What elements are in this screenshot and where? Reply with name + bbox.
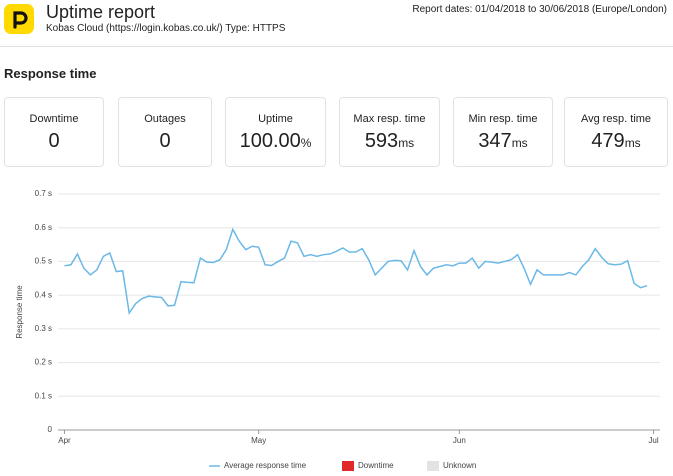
subtitle: Kobas Cloud (https://login.kobas.co.uk/)… bbox=[46, 23, 286, 34]
stat-card: Outages 0 bbox=[118, 97, 212, 167]
stat-label: Outages bbox=[144, 113, 186, 125]
y-tick-label: 0.3 s bbox=[35, 324, 52, 333]
stat-value-wrap: 100.00% bbox=[226, 130, 325, 153]
y-tick-label: 0.2 s bbox=[35, 358, 52, 367]
section-title: Response time bbox=[4, 66, 97, 81]
stat-value-wrap: 593ms bbox=[340, 130, 439, 153]
stat-label: Avg resp. time bbox=[580, 113, 652, 125]
report-dates: Report dates: 01/04/2018 to 30/06/2018 (… bbox=[412, 4, 667, 15]
x-tick-label: Jul bbox=[648, 436, 658, 445]
y-tick-label: 0.4 s bbox=[35, 290, 52, 299]
x-tick-label: May bbox=[251, 436, 266, 445]
stat-unit: ms bbox=[511, 136, 528, 150]
stat-unit: ms bbox=[398, 136, 415, 150]
y-tick-label: 0 bbox=[48, 425, 53, 434]
y-tick-label: 0.5 s bbox=[35, 257, 52, 266]
stat-value-wrap: 0 bbox=[119, 130, 211, 153]
stat-card: Min resp. time 347ms bbox=[453, 97, 553, 167]
legend-label: Downtime bbox=[358, 461, 394, 470]
stat-value: 347 bbox=[478, 130, 512, 152]
stat-value-wrap: 0 bbox=[5, 130, 103, 153]
stat-card: Avg resp. time 479ms bbox=[564, 97, 668, 167]
stat-label: Max resp. time bbox=[353, 113, 426, 125]
y-axis-label: Response time bbox=[15, 285, 24, 339]
stat-card: Max resp. time 593ms bbox=[339, 97, 440, 167]
stat-card: Downtime 0 bbox=[4, 97, 104, 167]
stat-label: Uptime bbox=[258, 113, 293, 125]
x-tick-label: Jun bbox=[453, 436, 466, 445]
stat-label: Min resp. time bbox=[468, 113, 538, 125]
legend-label: Unknown bbox=[443, 461, 476, 470]
stat-value: 0 bbox=[159, 130, 171, 152]
stat-value: 593 bbox=[364, 130, 399, 152]
logo bbox=[4, 4, 34, 34]
chart: 0 0.1 s 0.2 s 0.3 s 0.4 s 0.5 s 0.6 s 0.7 s Apr M… bbox=[15, 189, 660, 471]
stat-value: 0 bbox=[48, 130, 60, 152]
title: Uptime report bbox=[46, 2, 156, 22]
legend-swatch bbox=[342, 461, 354, 471]
x-tick-label: Apr bbox=[58, 436, 71, 445]
line-series bbox=[64, 227, 648, 315]
logo-icon bbox=[13, 11, 28, 29]
y-tick-label: 0.1 s bbox=[35, 391, 52, 400]
stat-unit: ms bbox=[624, 136, 641, 150]
stat-value-wrap: 479ms bbox=[565, 130, 667, 153]
stat-value: 479 bbox=[591, 130, 625, 152]
stat-value: 100.00 bbox=[239, 130, 301, 152]
divider bbox=[0, 46, 673, 47]
stat-label: Downtime bbox=[29, 113, 79, 125]
legend-label: Average response time bbox=[224, 461, 307, 470]
stat-value-wrap: 347ms bbox=[454, 130, 552, 153]
y-tick-label: 0.7 s bbox=[35, 189, 52, 198]
y-tick-label: 0.6 s bbox=[35, 223, 52, 232]
stat-unit: % bbox=[300, 136, 312, 150]
stat-card: Uptime 100.00% bbox=[225, 97, 326, 167]
legend-swatch bbox=[427, 461, 439, 471]
